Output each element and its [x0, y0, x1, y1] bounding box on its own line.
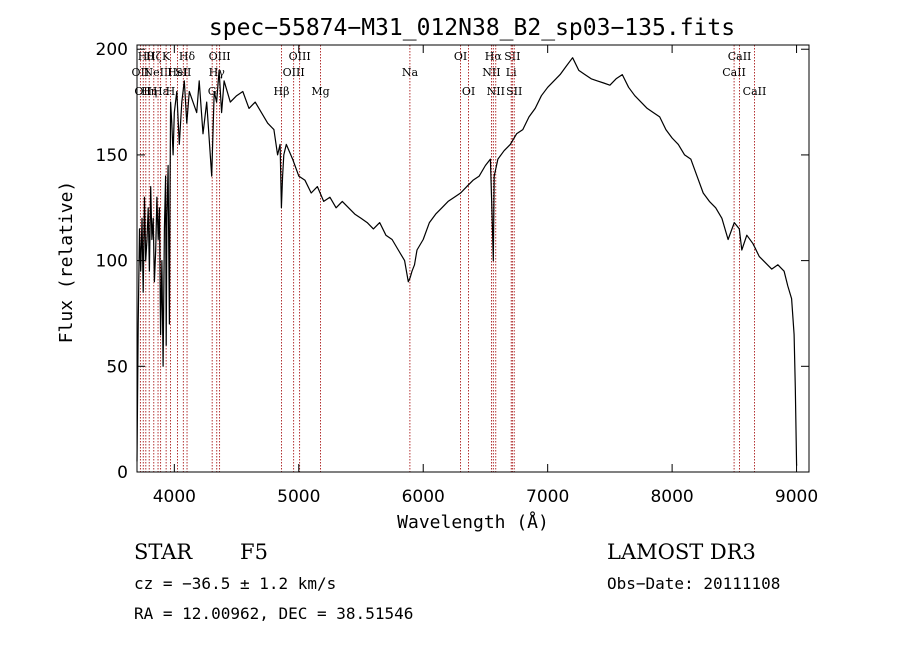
redshift-cz: cz = −36.5 ± 1.2 km/s [134, 574, 336, 593]
x-tick-label: 9000 [775, 487, 818, 507]
line-label: Hζ [146, 50, 162, 63]
line-label: NII [487, 85, 505, 98]
y-tick-label: 50 [106, 357, 128, 377]
line-label: Mg [311, 85, 329, 98]
x-tick-label: 6000 [402, 487, 445, 507]
object-class: STAR [134, 540, 193, 564]
plot-frame [136, 44, 810, 473]
series-layer [136, 57, 798, 466]
object-subclass: F5 [240, 540, 268, 564]
emission-lines: OIIOIIHθHηHζNeIIIHεKHHeISIIHδGHγOIIIHβOI… [132, 45, 767, 472]
line-label: OII [134, 85, 152, 98]
line-label: NeIII [143, 66, 172, 79]
line-label: CaII [743, 85, 767, 98]
line-label: OI [462, 85, 475, 98]
line-label: SII [175, 66, 191, 79]
line-label: Hη [141, 85, 157, 98]
line-label: Hε [153, 85, 169, 98]
line-label: OIII [283, 66, 305, 79]
y-tick-label: 0 [117, 463, 128, 483]
line-label: CaII [728, 50, 752, 63]
x-tick-label: 4000 [153, 487, 196, 507]
line-label: Hθ [138, 50, 155, 63]
line-label: SII [504, 50, 520, 63]
line-label: SII [506, 85, 522, 98]
x-axis-label: Wavelength (Å) [397, 511, 549, 533]
line-label: NII [482, 66, 500, 79]
line-label: Li [506, 66, 517, 79]
line-label: CaII [722, 66, 746, 79]
y-tick-label: 100 [96, 252, 128, 272]
survey-name: LAMOST DR3 [607, 540, 756, 564]
line-label: Na [402, 66, 419, 79]
line-label: OIII [209, 50, 231, 63]
line-label: K [162, 50, 171, 63]
line-label: Hδ [179, 50, 196, 63]
line-label: Hα [485, 50, 503, 63]
line-label: Hβ [274, 85, 290, 98]
x-tick-label: 5000 [277, 487, 320, 507]
line-label: HeI [167, 66, 187, 79]
line-label: OIII [289, 50, 311, 63]
y-tick-label: 200 [96, 40, 128, 60]
line-label: H [166, 85, 176, 98]
obs-date: Obs−Date: 20111108 [607, 574, 780, 593]
y-axis-label: Flux (relative) [56, 181, 77, 344]
y-tick-label: 150 [96, 146, 128, 166]
x-tick-label: 8000 [650, 487, 693, 507]
ra-dec: RA = 12.00962, DEC = 38.51546 [134, 604, 413, 623]
line-label: OI [454, 50, 467, 63]
axis-ticks: 4000 5000 6000 7000 8000 9000 0 50 100 150 200 [96, 40, 819, 507]
series-line-spectrum [136, 57, 798, 466]
line-label: Hγ [209, 66, 226, 79]
line-label: G [208, 85, 217, 98]
chart-title: spec−55874−M31_012N38_B2_sp03−135.fits [209, 15, 735, 41]
x-tick-label: 7000 [526, 487, 569, 507]
line-label: OII [132, 66, 150, 79]
